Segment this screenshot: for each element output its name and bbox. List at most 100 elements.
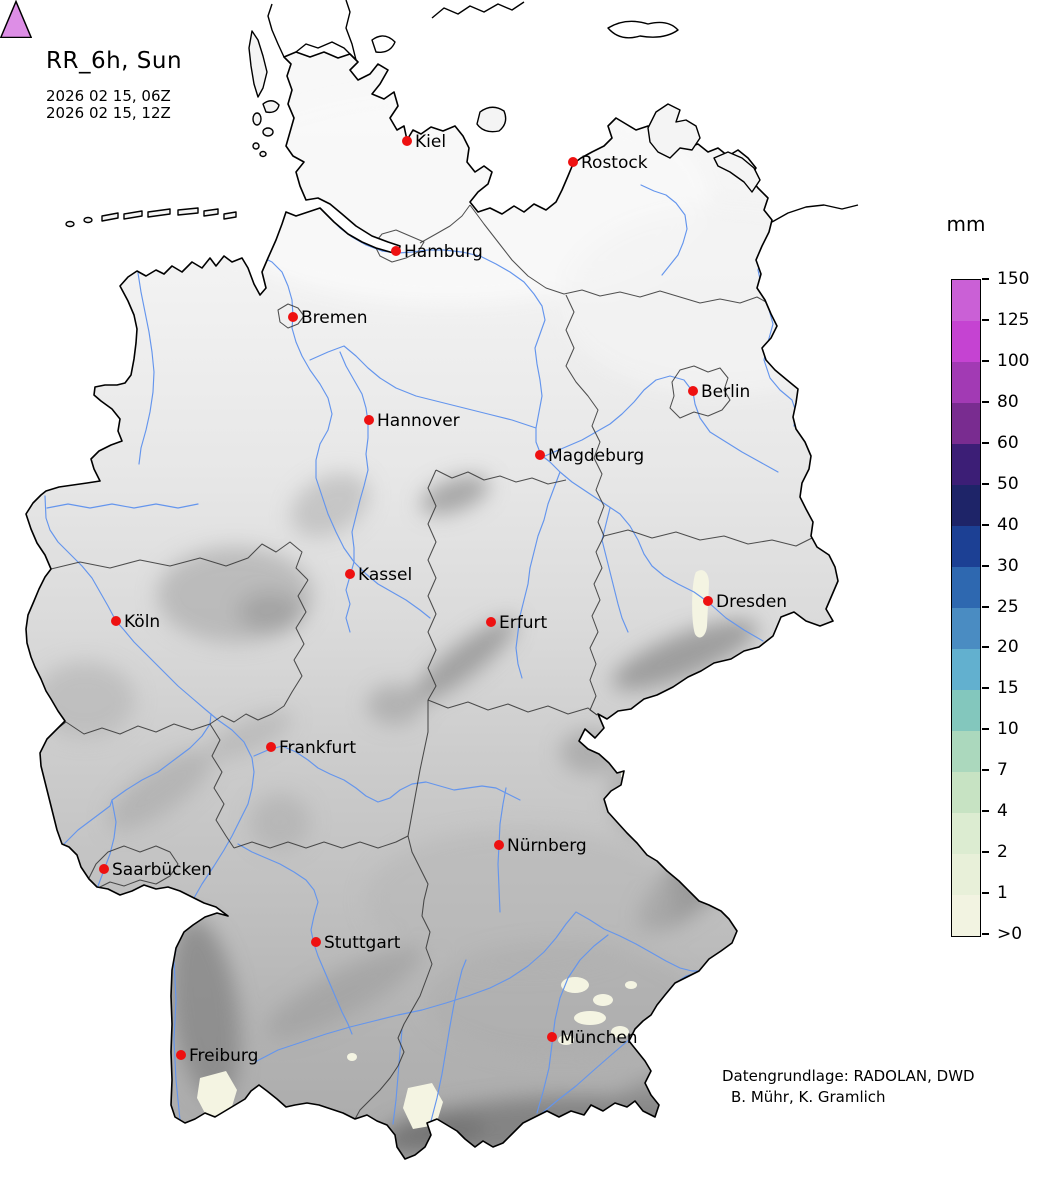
colorbar-segment	[952, 731, 980, 772]
city-dot	[402, 136, 412, 146]
colorbar-segment	[952, 526, 980, 567]
colorbar-tick-label: 7	[997, 760, 1008, 780]
city-label: Bremen	[301, 308, 368, 328]
colorbar-segment	[952, 444, 980, 485]
attribution: Datengrundlage: RADOLAN, DWD B. Mühr, K.…	[722, 1066, 975, 1108]
city-dot	[688, 386, 698, 396]
island-sylt	[248, 30, 268, 98]
colorbar-tick	[982, 319, 989, 321]
river-danube	[254, 911, 700, 1063]
island-usedom	[713, 151, 761, 193]
river-lech	[430, 959, 467, 1122]
city-marker-saarbücken: Saarbücken	[99, 860, 212, 880]
islands-layer	[65, 30, 761, 228]
colorbar-segment	[952, 895, 980, 936]
city-marker-freiburg: Freiburg	[176, 1046, 258, 1066]
river-mulde	[601, 507, 629, 633]
colorbar-tick-label: 60	[997, 433, 1019, 453]
colorbar-tick-label: 40	[997, 515, 1019, 535]
city-marker-kiel: Kiel	[402, 132, 446, 152]
city-marker-magdeburg: Magdeburg	[535, 446, 644, 466]
valid-to: 2026 02 15, 12Z	[46, 104, 171, 122]
colorbar-tick	[982, 646, 989, 648]
colorbar-tick	[982, 278, 989, 280]
city-label: Freiburg	[189, 1046, 258, 1066]
river-weser	[263, 257, 355, 563]
colorbar-tick-label: 20	[997, 637, 1019, 657]
city-marker-erfurt: Erfurt	[486, 613, 547, 633]
city-label: Kiel	[415, 132, 446, 152]
colorbar-tick	[982, 892, 989, 894]
colorbar-tick-label: 30	[997, 556, 1019, 576]
colorbar-tick-label: 80	[997, 392, 1019, 412]
island-foehr	[262, 100, 280, 114]
river-isar	[536, 934, 609, 1114]
colorbar-tick-label: 25	[997, 597, 1019, 617]
city-marker-berlin: Berlin	[688, 382, 750, 402]
city-marker-nürnberg: Nürnberg	[494, 836, 587, 856]
header: RR_6h, Sun 2026 02 15, 06Z 2026 02 15, 1…	[46, 48, 182, 122]
city-marker-dresden: Dresden	[703, 592, 787, 612]
city-label: Hannover	[377, 411, 460, 431]
colorbar-tick	[982, 606, 989, 608]
colorbar-tick	[982, 483, 989, 485]
attribution-source: Datengrundlage: RADOLAN, DWD	[722, 1067, 975, 1085]
city-dot	[494, 840, 504, 850]
colorbar-segment	[952, 608, 980, 649]
city-dot	[288, 312, 298, 322]
state-borders-layer	[50, 204, 813, 1120]
colorbar	[951, 279, 981, 937]
colorbar-tick-label: >0	[997, 924, 1023, 944]
city-label: Dresden	[716, 592, 787, 612]
colorbar-segment	[952, 362, 980, 403]
city-marker-frankfurt: Frankfurt	[266, 738, 356, 758]
city-dot	[486, 617, 496, 627]
city-label: Stuttgart	[324, 933, 401, 953]
river-havel-spree	[544, 375, 779, 473]
island-ruegen	[647, 103, 701, 159]
colorbar-segment	[952, 690, 980, 731]
city-marker-hamburg: Hamburg	[391, 242, 483, 262]
river-main	[253, 745, 521, 803]
page-title: RR_6h, Sun	[46, 48, 183, 74]
colorbar-unit-label: mm	[946, 212, 986, 236]
colorbar-tick	[982, 851, 989, 853]
valid-from: 2026 02 15, 06Z	[46, 87, 171, 105]
colorbar-segment	[952, 321, 980, 362]
city-dot	[547, 1032, 557, 1042]
colorbar-segment	[952, 854, 980, 895]
colorbar-tick	[982, 565, 989, 567]
island-amrum	[252, 112, 262, 126]
colorbar-tick	[982, 687, 989, 689]
colorbar-tick	[982, 524, 989, 526]
colorbar-tick-label: 10	[997, 719, 1019, 739]
city-label: Magdeburg	[548, 446, 644, 466]
germany-border	[25, 51, 839, 1160]
river-aller	[309, 345, 537, 429]
colorbar-tick-label: 50	[997, 474, 1019, 494]
attribution-authors: B. Mühr, K. Gramlich	[731, 1088, 886, 1106]
colorbar-segment	[952, 813, 980, 854]
city-marker-kassel: Kassel	[345, 565, 412, 585]
city-label: Hamburg	[404, 242, 483, 262]
city-label: München	[560, 1028, 638, 1048]
city-label: Nürnberg	[507, 836, 587, 856]
island-pellworm	[262, 127, 274, 137]
city-dot	[111, 616, 121, 626]
river-leine	[339, 351, 369, 563]
city-label: Köln	[124, 612, 160, 632]
city-label: Saarbücken	[112, 860, 212, 880]
colorbar-tick-label: 100	[997, 351, 1030, 371]
city-dot	[364, 415, 374, 425]
colorbar-tick	[982, 401, 989, 403]
city-dot	[311, 937, 321, 947]
city-marker-hannover: Hannover	[364, 411, 460, 431]
colorbar-segment	[952, 485, 980, 526]
city-marker-stuttgart: Stuttgart	[311, 933, 401, 953]
city-dot	[99, 864, 109, 874]
river-peene	[640, 184, 688, 276]
city-marker-münchen: München	[547, 1028, 638, 1048]
city-label: Frankfurt	[279, 738, 356, 758]
